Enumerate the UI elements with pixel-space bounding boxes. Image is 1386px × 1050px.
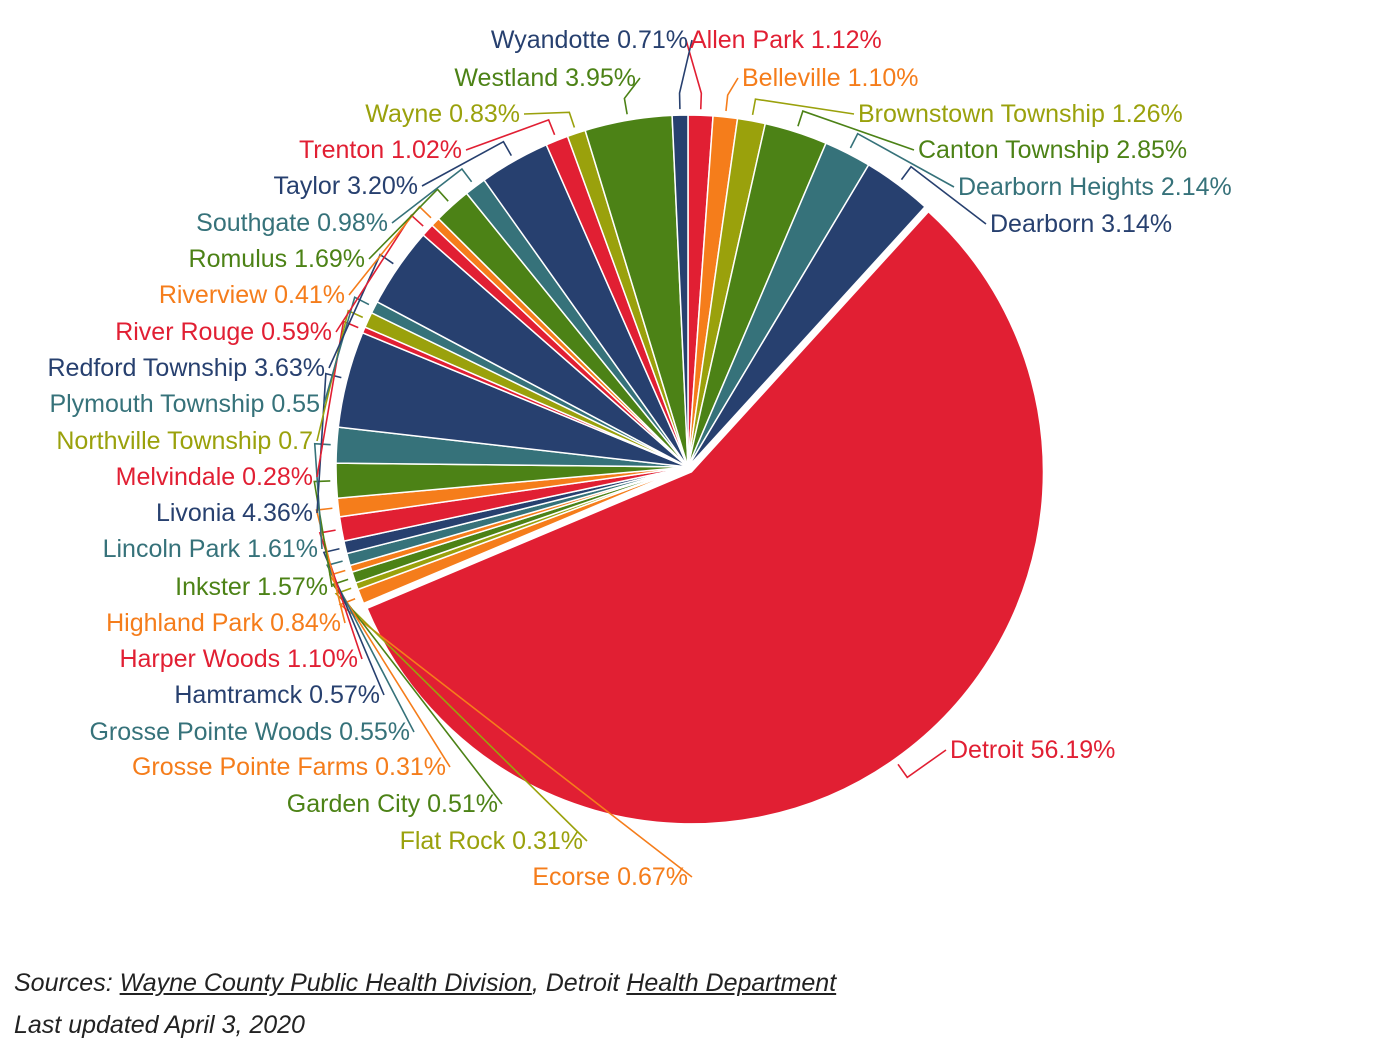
leader-trenton	[465, 118, 556, 151]
label-wayne: Wayne 0.83%	[365, 100, 520, 128]
slice-dearborn[interactable]	[687, 163, 927, 468]
leader-flat-rock	[334, 587, 588, 842]
leader-allen-park	[685, 39, 703, 110]
label-taylor: Taylor 3.20%	[273, 172, 418, 200]
leader-belleville	[725, 77, 739, 112]
slice-wyandotte[interactable]	[671, 114, 689, 468]
label-detroit: Detroit 56.19%	[950, 736, 1115, 764]
leader-livonia	[316, 372, 342, 514]
last-updated: Last updated April 3, 2020	[14, 1011, 305, 1039]
sources-note: Sources: Wayne County Public Health Divi…	[14, 962, 836, 1046]
label-melvindale: Melvindale 0.28%	[116, 463, 313, 491]
leader-lines	[313, 39, 987, 878]
label-grosse-pointe-woods: Grosse Pointe Woods 0.55%	[89, 718, 410, 746]
label-trenton: Trenton 1.02%	[299, 136, 462, 164]
leader-hamtramck	[322, 547, 385, 696]
label-dearborn: Dearborn 3.14%	[990, 210, 1172, 238]
slice-detroit[interactable]	[365, 210, 1045, 825]
label-harper-woods: Harper Woods 1.10%	[119, 645, 358, 673]
leader-wyandotte	[678, 39, 693, 110]
label-highland-park: Highland Park 0.84%	[106, 609, 341, 637]
label-livonia: Livonia 4.36%	[156, 499, 313, 527]
label-wyandotte: Wyandotte 0.71%	[491, 26, 688, 54]
label-grosse-pointe-farms: Grosse Pointe Farms 0.31%	[132, 753, 446, 781]
leader-lincoln-park	[313, 442, 331, 550]
label-westland: Westland 3.95%	[454, 64, 636, 92]
label-northville-township: Northville Township 0.7	[56, 427, 313, 455]
source-link-health-department[interactable]: Health Department	[626, 969, 837, 997]
label-allen-park: Allen Park 1.12%	[690, 26, 882, 54]
label-brownstown-township: Brownstown Township 1.26%	[858, 100, 1183, 128]
label-river-rouge: River Rouge 0.59%	[115, 318, 332, 346]
label-belleville: Belleville 1.10%	[742, 64, 919, 92]
slice-labels: Allen Park 1.12% Belleville 1.10% Brownsto…	[48, 26, 1232, 891]
leader-inkster	[313, 480, 333, 588]
label-plymouth-township: Plymouth Township 0.55	[49, 390, 320, 418]
sources-mid: , Detroit	[531, 969, 627, 997]
leader-grosse-pointe-woods	[325, 560, 415, 733]
label-redford-township: Redford Township 3.63%	[48, 354, 326, 382]
sources-line: Sources: Wayne County Public Health Divi…	[14, 962, 836, 1004]
label-canton-township: Canton Township 2.85%	[918, 136, 1187, 164]
leader-redford-township	[328, 253, 394, 369]
label-romulus: Romulus 1.69%	[189, 245, 365, 273]
leader-southgate	[391, 167, 473, 224]
leader-plymouth-township	[323, 296, 370, 405]
label-southgate: Southgate 0.98%	[196, 209, 388, 237]
leader-garden-city	[331, 578, 503, 805]
label-inkster: Inkster 1.57%	[175, 573, 328, 601]
leader-dearborn-heights	[849, 132, 955, 188]
pie-chart: Allen Park 1.12% Belleville 1.10% Brownsto…	[48, 26, 1232, 891]
leader-westland	[623, 77, 641, 115]
label-lincoln-park: Lincoln Park 1.61%	[103, 535, 318, 563]
label-garden-city: Garden City 0.51%	[287, 790, 498, 818]
leader-detroit	[897, 749, 947, 779]
sources-prefix: Sources:	[14, 969, 120, 997]
label-dearborn-heights: Dearborn Heights 2.14%	[958, 173, 1232, 201]
pie-slices	[335, 114, 1045, 825]
label-riverview: Riverview 0.41%	[159, 281, 345, 309]
label-ecorse: Ecorse 0.67%	[532, 863, 688, 891]
leader-romulus	[368, 188, 449, 260]
label-hamtramck: Hamtramck 0.57%	[174, 681, 380, 709]
leader-taylor	[421, 140, 513, 187]
leader-harper-woods	[318, 529, 363, 660]
leader-northville-township	[316, 309, 364, 442]
source-link-wayne-county[interactable]: Wayne County Public Health Division	[119, 969, 532, 997]
leader-dearborn	[900, 165, 987, 225]
leader-canton-township	[797, 110, 915, 151]
leader-wayne	[523, 111, 576, 128]
leader-brownstown-township	[751, 98, 855, 116]
label-flat-rock: Flat Rock 0.31%	[400, 827, 583, 855]
